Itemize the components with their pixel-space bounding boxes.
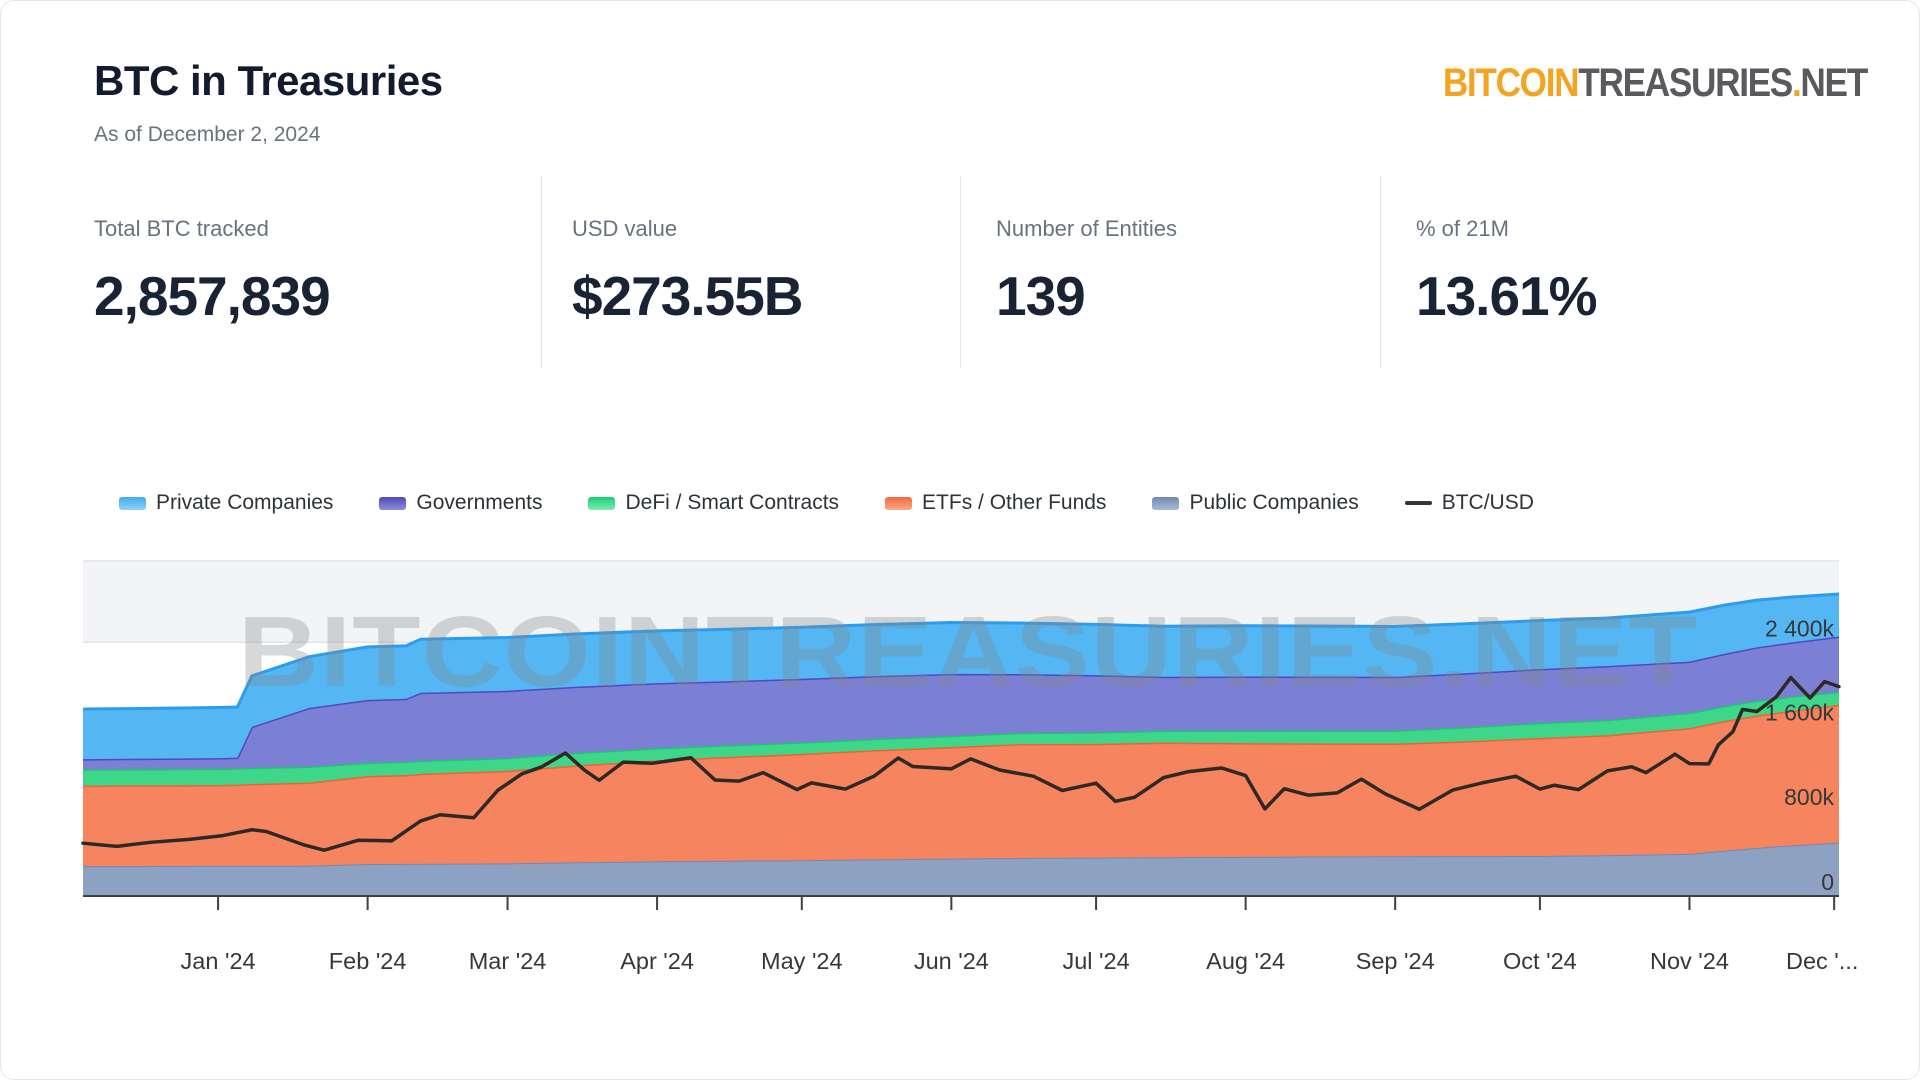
page-subtitle: As of December 2, 2024	[94, 123, 321, 146]
legend-color-swatch	[1152, 496, 1180, 510]
stat-label: % of 21M	[1416, 216, 1509, 241]
stat-label: Total BTC tracked	[94, 216, 269, 241]
divider	[1380, 176, 1381, 368]
legend-label: Private Companies	[156, 491, 334, 514]
stat-value: $273.55B	[572, 265, 804, 327]
divider	[541, 176, 542, 368]
x-axis-label: Sep '24	[1356, 948, 1435, 974]
logo-bitcoin: BITCOIN	[1442, 61, 1580, 105]
chart-watermark: BITCOINTREASURIES.NET	[238, 596, 1698, 708]
legend-label: Public Companies	[1189, 491, 1359, 514]
legend-label: Governments	[416, 491, 543, 514]
y-axis-label: 1 600k	[1765, 700, 1835, 726]
stat-entities: Number of Entities 139	[996, 216, 1326, 328]
y-axis-label: 0	[1821, 869, 1834, 895]
legend-color-swatch	[379, 496, 407, 510]
logo-net: NET	[1800, 61, 1869, 105]
legend-item-etfs-other-funds[interactable]: ETFs / Other Funds	[885, 491, 1106, 515]
area-etfs-other-funds	[83, 704, 1839, 867]
stat-label: Number of Entities	[996, 216, 1177, 241]
legend-item-btc-usd[interactable]: BTC/USD	[1404, 491, 1534, 515]
legend-item-defi-smart-contracts[interactable]: DeFi / Smart Contracts	[588, 491, 839, 515]
stat-total-btc: Total BTC tracked 2,857,839	[94, 216, 424, 328]
stat-value: 2,857,839	[94, 265, 331, 327]
x-axis-label: Jun '24	[914, 948, 989, 974]
legend-color-swatch	[588, 496, 616, 510]
page-title: BTC in Treasuries	[94, 57, 443, 104]
stat-percent-21m: % of 21M 13.61%	[1416, 216, 1746, 328]
area-private-companies	[83, 594, 1839, 760]
legend-item-public-companies[interactable]: Public Companies	[1152, 491, 1359, 515]
legend-item-governments[interactable]: Governments	[379, 491, 542, 515]
area-edge	[82, 592, 1840, 711]
legend-line-swatch	[1404, 501, 1432, 505]
area-defi-smart-contracts	[83, 691, 1839, 786]
x-axis-label: Apr '24	[620, 948, 694, 974]
legend-label: BTC/USD	[1441, 491, 1534, 514]
stat-value: 13.61%	[1416, 265, 1598, 327]
treasuries-stacked-area-chart[interactable]: BITCOINTREASURIES.NET Jan '24 Feb '24 Mar '…	[61, 546, 1871, 991]
x-axis-label: Aug '24	[1206, 948, 1285, 974]
x-axis-label: May '24	[761, 948, 843, 974]
area-governments	[83, 636, 1839, 770]
x-axis-label: Oct '24	[1503, 948, 1577, 974]
x-axis-label: Mar '24	[469, 948, 547, 974]
stat-usd-value: USD value $273.55B	[572, 216, 902, 328]
logo-dot: .	[1792, 61, 1802, 105]
y-axis-label: 800k	[1784, 784, 1834, 810]
x-axis-label: Jan '24	[181, 948, 256, 974]
x-axis-label: Nov '24	[1650, 948, 1729, 974]
btc-usd-line	[81, 675, 1841, 852]
chart-svg[interactable]: BITCOINTREASURIES.NET Jan '24 Feb '24 Mar '…	[61, 546, 1871, 991]
chart-legend: Private Companies Governments DeFi / Smart…	[119, 491, 1534, 515]
stat-label: USD value	[572, 216, 678, 241]
x-axis-label: Feb '24	[329, 948, 407, 974]
legend-item-private-companies[interactable]: Private Companies	[119, 491, 333, 515]
x-axis-label: Jul '24	[1062, 948, 1129, 974]
legend-label: DeFi / Smart Contracts	[625, 491, 840, 514]
area-public-companies	[83, 842, 1839, 895]
legend-color-swatch	[885, 496, 913, 510]
legend-color-swatch	[119, 496, 146, 510]
stat-value: 139	[996, 265, 1086, 327]
divider	[960, 176, 961, 368]
y-axis-label: 2 400k	[1765, 615, 1835, 641]
bitcointreasuries-logo[interactable]: BITCOINTREASURIES.NET	[1442, 61, 1869, 106]
legend-label: ETFs / Other Funds	[922, 491, 1107, 514]
logo-treasuries: TREASURIES	[1578, 61, 1793, 105]
x-axis-label: Dec '...	[1786, 948, 1858, 974]
